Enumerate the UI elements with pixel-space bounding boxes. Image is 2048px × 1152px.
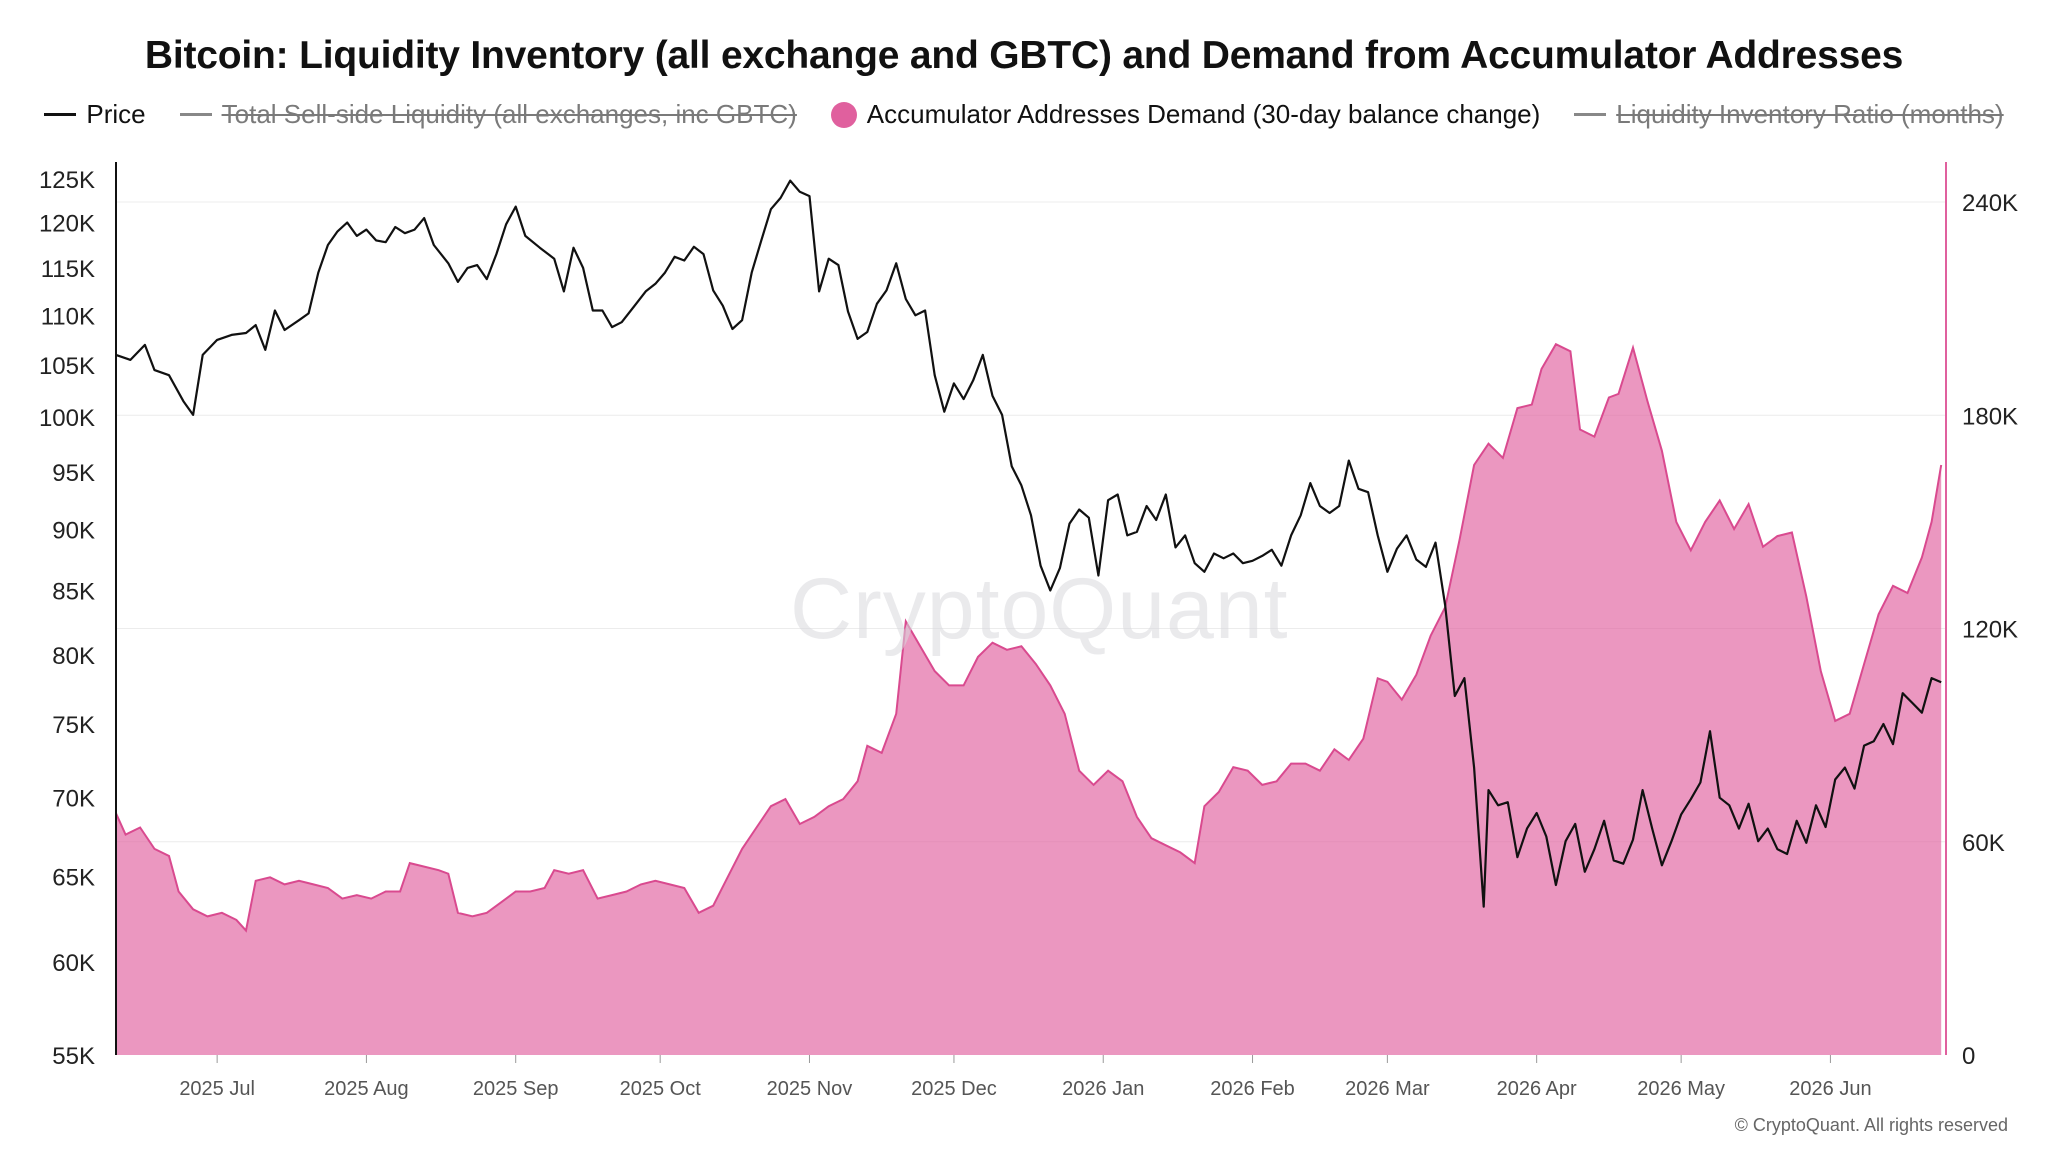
chart-title: Bitcoin: Liquidity Inventory (all exchan… (144, 34, 1904, 77)
left-tick-label: 55K (52, 1043, 95, 1070)
legend-item-accumulator-demand[interactable]: Accumulator Addresses Demand (30-day bal… (830, 99, 1541, 130)
x-tick-label: 2026 Apr (1497, 1078, 1577, 1100)
legend: Price Total Sell-side Liquidity (all exc… (0, 99, 2048, 130)
left-tick-label: 75K (52, 712, 95, 739)
demand-area-outline (115, 342, 1943, 933)
legend-line-marker (179, 113, 212, 116)
right-tick-label: 0 (1962, 1043, 1975, 1070)
legend-item-sell-side-liquidity[interactable]: Total Sell-side Liquidity (all exchanges… (179, 99, 797, 130)
x-tick-label: 2026 Mar (1345, 1078, 1430, 1100)
left-tick-label: 65K (52, 865, 95, 892)
legend-line-marker (44, 113, 77, 116)
left-tick-label: 90K (52, 517, 95, 544)
x-tick-label: 2025 Nov (767, 1078, 853, 1100)
legend-label: Accumulator Addresses Demand (30-day bal… (866, 99, 1541, 129)
legend-item-inventory-ratio[interactable]: Liquidity Inventory Ratio (months) (1574, 99, 2004, 130)
legend-label: Price (86, 99, 146, 129)
left-tick-label: 110K (41, 303, 95, 330)
right-tick-label: 120K (1962, 617, 2018, 644)
legend-label: Liquidity Inventory Ratio (months) (1616, 99, 2004, 129)
right-tick-label: 240K (1962, 190, 2018, 217)
left-tick-label: 115K (41, 256, 95, 283)
copyright: © CryptoQuant. All rights reserved (1734, 1115, 2008, 1135)
left-tick-label: 80K (52, 643, 95, 670)
left-tick-label: 125K (39, 167, 95, 194)
demand-area (116, 344, 1942, 1055)
x-tick-label: 2026 Feb (1210, 1078, 1295, 1100)
x-tick-label: 2025 Aug (324, 1078, 409, 1100)
x-tick-label: 2026 Jan (1062, 1078, 1144, 1100)
left-tick-label: 85K (52, 578, 95, 605)
x-tick-label: 2025 Dec (911, 1078, 997, 1100)
price-line (115, 179, 1942, 908)
left-tick-label: 95K (52, 460, 95, 487)
x-tick-label: 2025 Jul (179, 1078, 255, 1100)
demand-area-layer (115, 342, 1943, 1055)
x-tick-label: 2025 Sep (473, 1078, 559, 1100)
left-tick-label: 100K (39, 405, 95, 432)
right-tick-label: 60K (1962, 830, 2005, 857)
watermark: CryptoQuant (790, 561, 1289, 657)
legend-label: Total Sell-side Liquidity (all exchanges… (221, 99, 797, 129)
x-tick-label: 2026 Jun (1789, 1078, 1871, 1100)
left-tick-label: 120K (39, 210, 95, 237)
axes: 125K 120K 115K 110K 105K 100K 95K 90K 85K 80K 75K 7… (39, 162, 2018, 1100)
legend-dot-marker (830, 101, 857, 128)
left-tick-label: 70K (52, 786, 95, 813)
x-tick-label: 2025 Oct (620, 1078, 702, 1100)
left-tick-label: 60K (52, 950, 95, 977)
legend-item-price[interactable]: Price (44, 99, 146, 130)
legend-line-marker (1574, 113, 1607, 116)
price-line-layer (115, 179, 1942, 908)
x-tick-label: 2026 May (1637, 1078, 1725, 1100)
right-tick-label: 180K (1962, 403, 2018, 430)
left-tick-label: 105K (39, 353, 95, 380)
